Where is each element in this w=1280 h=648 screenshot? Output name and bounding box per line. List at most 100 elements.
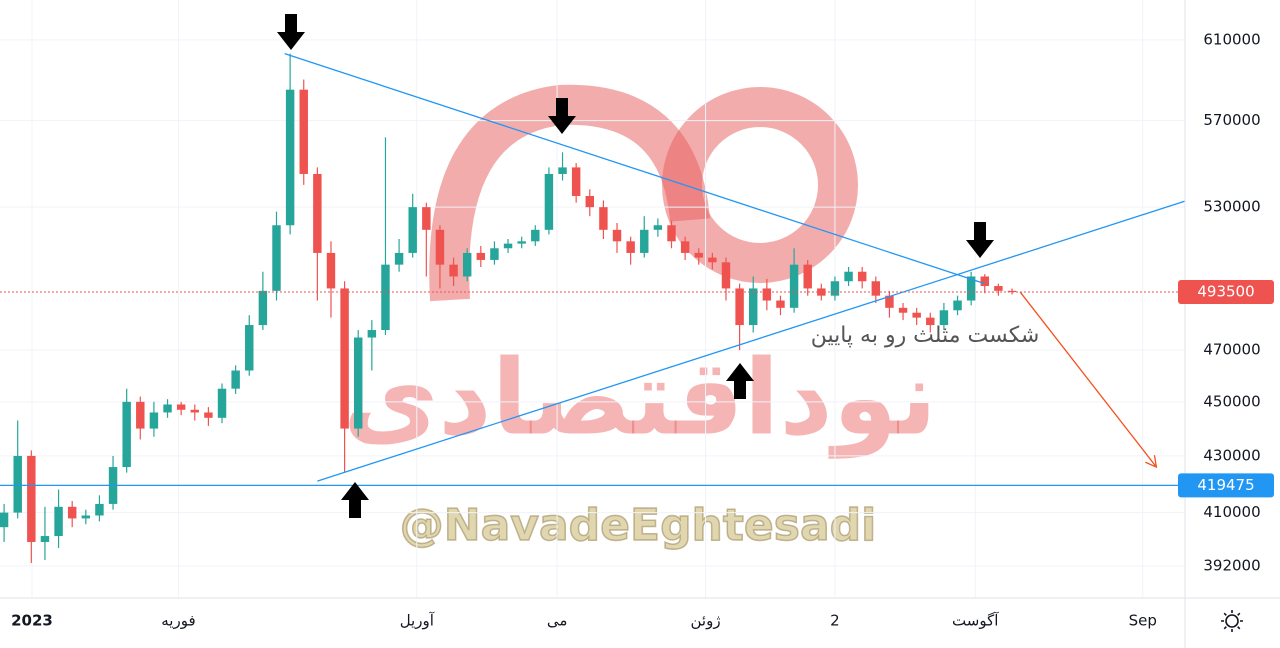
y-tick-label: 430000 xyxy=(1203,446,1260,464)
candle-body xyxy=(122,401,131,468)
candle-body xyxy=(354,337,363,429)
x-tick-label: 2 xyxy=(830,612,840,630)
candle-body xyxy=(285,89,295,226)
candle-body xyxy=(204,412,213,418)
candle-body xyxy=(749,288,758,326)
candle-body xyxy=(381,264,390,331)
candle-body xyxy=(994,286,1003,291)
candle-body xyxy=(667,225,676,242)
candle-body xyxy=(599,207,608,230)
arrow-up xyxy=(341,482,369,518)
candle-body xyxy=(871,281,881,296)
y-tick-label: 392000 xyxy=(1203,557,1260,575)
candle-body xyxy=(435,229,445,265)
candle-body xyxy=(245,325,254,371)
candle-body xyxy=(680,241,690,253)
candle-body xyxy=(926,317,935,326)
candle-body xyxy=(912,312,921,318)
y-tick-label: 530000 xyxy=(1203,198,1260,216)
candle-body xyxy=(898,307,908,313)
axes: 392000 410000 430000 450000 470000 530000 5700… xyxy=(11,30,1274,630)
x-tick-label: می xyxy=(547,612,568,630)
candle-body xyxy=(190,409,199,413)
candle-body xyxy=(258,290,268,326)
candle-body xyxy=(326,252,336,289)
grid xyxy=(0,0,1185,598)
trendline xyxy=(317,200,1186,482)
candle-body xyxy=(585,195,594,208)
pivot-markers xyxy=(277,14,994,518)
candle-body xyxy=(776,300,785,308)
candle-body xyxy=(558,167,567,174)
arrow-down xyxy=(966,222,994,258)
candle-body xyxy=(503,243,513,249)
candle-body xyxy=(857,271,867,282)
x-tick-label: Sep xyxy=(1129,612,1157,630)
last-price-box xyxy=(1178,280,1274,305)
candle-body xyxy=(95,503,104,516)
watermark: نوداقتصادی @NavadeEghtesadi xyxy=(343,84,937,552)
x-tick-label: آوریل xyxy=(400,612,435,630)
candle-body xyxy=(81,515,91,519)
candle-body xyxy=(408,207,417,253)
watermark-logo: نوداقتصادی xyxy=(343,336,937,458)
support-label: 419475 xyxy=(1197,476,1254,494)
candle-body xyxy=(313,173,322,253)
last-price-label: 493500 xyxy=(1197,283,1254,301)
candle-body xyxy=(640,229,649,253)
candle-body xyxy=(531,229,540,242)
candle-body xyxy=(517,241,526,244)
x-tick-label: فوریه xyxy=(161,612,195,630)
candle-body xyxy=(490,248,499,260)
x-tick-label: 2023 xyxy=(11,612,53,630)
candle-body xyxy=(394,252,404,265)
y-tick-label: 470000 xyxy=(1203,341,1260,359)
settings-icon[interactable] xyxy=(1221,610,1243,632)
x-tick-label: ژوئن xyxy=(691,612,721,630)
candle-body xyxy=(1007,290,1017,293)
candle-body xyxy=(735,288,744,326)
candle-body xyxy=(803,264,812,289)
candle-body xyxy=(721,262,731,289)
candle-body xyxy=(953,300,962,311)
logo-shape xyxy=(429,84,710,302)
y-tick-label: 570000 xyxy=(1203,111,1260,129)
y-tick-label: 410000 xyxy=(1203,503,1260,521)
candle-body xyxy=(830,281,840,296)
candle-body xyxy=(762,288,772,301)
candle-body xyxy=(176,404,186,410)
candle-body xyxy=(844,271,853,282)
candle-body xyxy=(694,252,703,258)
trendline xyxy=(284,53,985,285)
candle-body xyxy=(40,536,50,542)
candle-body xyxy=(422,207,431,230)
candle-body xyxy=(149,412,159,429)
candle-body xyxy=(231,370,240,389)
candle-body xyxy=(299,89,308,174)
y-tick-label: 450000 xyxy=(1203,392,1260,410)
plot-area xyxy=(0,53,1186,563)
arrow-up xyxy=(726,363,754,399)
support-label-box xyxy=(1178,473,1274,498)
candle-body xyxy=(27,455,36,542)
x-tick-label: آگوست xyxy=(952,612,999,630)
candle-body xyxy=(13,455,22,513)
candle-body xyxy=(544,173,554,230)
candle-body xyxy=(163,404,172,413)
candle-body xyxy=(612,229,622,242)
candle-body xyxy=(367,330,377,338)
candle-body xyxy=(67,506,77,519)
candle-body xyxy=(571,167,581,196)
candle-body xyxy=(885,295,894,308)
candle-body xyxy=(966,276,976,301)
candle-body xyxy=(136,401,145,429)
candle-body xyxy=(626,241,635,253)
candle-body xyxy=(476,252,486,260)
forecast-arrow-head xyxy=(1145,455,1158,469)
candle-body xyxy=(980,276,989,287)
arrow-down xyxy=(548,98,576,134)
candle-body xyxy=(217,388,227,418)
candle-body xyxy=(462,252,472,277)
watermark-handle: @NavadeEghtesadi xyxy=(400,500,876,551)
